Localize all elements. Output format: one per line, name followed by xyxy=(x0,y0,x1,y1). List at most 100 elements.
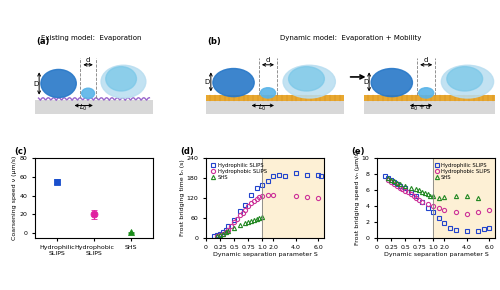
SHS xyxy=(220,232,226,235)
Hydrophilic SLIPS xyxy=(464,230,470,233)
SHS xyxy=(428,194,434,197)
Hydrophobic SLIPS xyxy=(430,204,436,208)
SHS xyxy=(402,184,408,188)
Hydrophilic SLIPS xyxy=(293,171,299,175)
Y-axis label: Coarsening speed ν (μm/s): Coarsening speed ν (μm/s) xyxy=(12,156,16,240)
Hydrophilic SLIPS xyxy=(231,218,237,221)
Hydrophobic SLIPS xyxy=(254,197,260,200)
Hydrophobic SLIPS xyxy=(410,195,416,198)
Hydrophilic SLIPS xyxy=(447,226,453,230)
Hydrophobic SLIPS xyxy=(442,208,448,212)
Circle shape xyxy=(260,88,276,98)
Hydrophilic SLIPS xyxy=(222,228,228,231)
Line: Hydrophilic SLIPS: Hydrophilic SLIPS xyxy=(384,174,492,233)
Hydrophilic SLIPS xyxy=(254,186,260,190)
Hydrophobic SLIPS xyxy=(240,211,246,215)
Hydrophobic SLIPS xyxy=(396,186,402,189)
Circle shape xyxy=(288,67,324,91)
Hydrophilic SLIPS xyxy=(408,190,414,193)
Hydrophobic SLIPS xyxy=(386,179,392,182)
Hydrophobic SLIPS xyxy=(293,195,299,198)
Hydrophobic SLIPS xyxy=(248,201,254,205)
SHS xyxy=(430,195,436,198)
Text: $L_0$: $L_0$ xyxy=(258,103,267,113)
X-axis label: Dynamic separation parameter S: Dynamic separation parameter S xyxy=(212,252,318,257)
Hydrophobic SLIPS xyxy=(394,184,400,188)
Hydrophilic SLIPS xyxy=(475,229,481,232)
Hydrophilic SLIPS xyxy=(382,174,388,177)
Hydrophobic SLIPS xyxy=(259,195,265,198)
Hydrophobic SLIPS xyxy=(475,211,481,214)
Hydrophobic SLIPS xyxy=(424,203,430,206)
SHS xyxy=(414,188,420,191)
Circle shape xyxy=(82,88,94,99)
Hydrophilic SLIPS xyxy=(402,187,408,190)
Hydrophobic SLIPS xyxy=(217,233,223,237)
Hydrophilic SLIPS xyxy=(414,195,420,198)
Circle shape xyxy=(447,67,482,91)
Hydrophobic SLIPS xyxy=(391,182,397,185)
SHS xyxy=(408,186,414,189)
SHS xyxy=(217,233,223,237)
Hydrophilic SLIPS xyxy=(386,176,392,180)
SHS xyxy=(386,176,392,180)
Hydrophobic SLIPS xyxy=(242,208,248,211)
Hydrophilic SLIPS xyxy=(276,173,282,177)
Hydrophilic SLIPS xyxy=(419,200,425,204)
SHS xyxy=(424,192,430,196)
Text: $L_0 + d$: $L_0 + d$ xyxy=(410,103,432,113)
SHS xyxy=(214,234,220,238)
Hydrophilic SLIPS xyxy=(442,222,448,225)
Circle shape xyxy=(106,67,136,91)
Text: (d): (d) xyxy=(180,147,194,156)
SHS xyxy=(259,215,265,219)
Hydrophobic SLIPS xyxy=(304,195,310,199)
SHS xyxy=(436,196,442,200)
Bar xyxy=(262,158,324,238)
SHS xyxy=(464,195,470,198)
Hydrophilic SLIPS xyxy=(270,175,276,178)
SHS xyxy=(419,190,425,193)
Hydrophobic SLIPS xyxy=(464,212,470,216)
FancyBboxPatch shape xyxy=(35,100,153,115)
Hydrophobic SLIPS xyxy=(400,188,406,191)
Hydrophilic SLIPS xyxy=(248,193,254,196)
Text: Existing model:  Evaporation: Existing model: Evaporation xyxy=(41,35,141,41)
Hydrophilic SLIPS xyxy=(217,232,223,235)
SHS xyxy=(248,219,254,222)
FancyBboxPatch shape xyxy=(364,95,500,101)
FancyBboxPatch shape xyxy=(206,95,344,101)
Hydrophilic SLIPS xyxy=(259,183,265,186)
Hydrophobic SLIPS xyxy=(231,220,237,224)
SHS xyxy=(242,222,248,225)
SHS xyxy=(388,178,394,182)
Text: (a): (a) xyxy=(36,37,50,46)
Hydrophilic SLIPS xyxy=(388,179,394,182)
Hydrophilic SLIPS xyxy=(481,227,487,231)
Text: d: d xyxy=(266,57,270,63)
Hydrophobic SLIPS xyxy=(220,232,226,235)
Hydrophobic SLIPS xyxy=(416,198,422,201)
Hydrophobic SLIPS xyxy=(452,211,458,214)
SHS xyxy=(245,220,251,224)
FancyBboxPatch shape xyxy=(206,100,344,115)
Y-axis label: Frost bridging time tₙ (s): Frost bridging time tₙ (s) xyxy=(180,160,185,236)
Hydrophobic SLIPS xyxy=(405,191,411,194)
Hydrophobic SLIPS xyxy=(256,195,262,199)
Hydrophobic SLIPS xyxy=(228,224,234,228)
Ellipse shape xyxy=(101,65,146,98)
Hydrophilic SLIPS xyxy=(452,228,458,232)
Hydrophilic SLIPS xyxy=(316,174,322,177)
Text: D: D xyxy=(363,79,368,85)
Hydrophobic SLIPS xyxy=(388,180,394,184)
X-axis label: Dynamic separation parameter S: Dynamic separation parameter S xyxy=(384,252,488,257)
Hydrophilic SLIPS xyxy=(396,184,402,188)
Line: Hydrophilic SLIPS: Hydrophilic SLIPS xyxy=(212,171,322,238)
SHS xyxy=(251,218,257,221)
Hydrophobic SLIPS xyxy=(316,196,322,200)
SHS xyxy=(452,194,458,197)
Hydrophilic SLIPS xyxy=(394,182,400,185)
Hydrophobic SLIPS xyxy=(265,193,271,196)
Text: D: D xyxy=(34,81,39,86)
SHS xyxy=(236,224,242,227)
